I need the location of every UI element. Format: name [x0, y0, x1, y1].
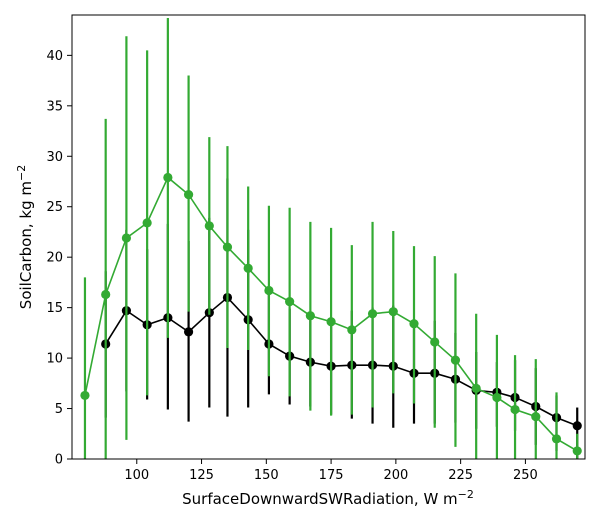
data-point — [264, 285, 274, 296]
x-tick-label: 250 — [513, 468, 538, 483]
x-tick-label: 200 — [383, 468, 408, 483]
y-axis-title: SoilCarbon, kg m−2 — [15, 165, 35, 309]
axes: 100 125 150 175 200 225 250 0 5 10 15 20 25 30 35 40 — [46, 14, 586, 483]
data-point — [430, 337, 440, 347]
x-tick-label: 225 — [448, 468, 473, 483]
y-tick-label: 0 — [55, 453, 63, 468]
series-line — [105, 296, 578, 427]
data-point — [142, 218, 152, 228]
y-tick-label: 35 — [46, 99, 63, 114]
data-point — [367, 309, 378, 319]
data-point — [80, 390, 90, 401]
x-tick-label: 125 — [189, 468, 214, 483]
data-point — [121, 233, 132, 243]
series-1 — [80, 18, 582, 459]
y-tick-label: 15 — [46, 301, 63, 316]
data-point — [183, 190, 194, 200]
y-tick-label: 30 — [46, 150, 63, 165]
x-tick-label: 150 — [254, 468, 279, 483]
data-point — [510, 404, 520, 415]
data-point — [551, 434, 562, 444]
data-point — [101, 289, 111, 300]
data-point — [285, 296, 295, 307]
data-point — [183, 327, 194, 337]
series-group — [80, 18, 582, 459]
x-axis-title: SurfaceDownwardSWRadiation, W m−2 — [182, 488, 474, 508]
y-tick-label: 5 — [55, 402, 63, 417]
x-tick-label: 175 — [319, 468, 344, 483]
x-tick-label: 100 — [124, 468, 149, 483]
data-point — [471, 383, 481, 393]
y-tick-label: 20 — [46, 251, 63, 266]
data-point — [492, 392, 502, 403]
data-point — [163, 172, 173, 183]
y-tick-label: 40 — [46, 49, 63, 64]
y-tick-label: 10 — [46, 352, 63, 367]
plot-area — [80, 18, 582, 459]
data-point — [450, 355, 461, 365]
data-point — [388, 307, 398, 317]
data-point — [326, 317, 336, 327]
data-point — [531, 412, 541, 422]
data-point — [409, 319, 419, 329]
data-point — [572, 446, 582, 456]
data-point — [204, 221, 214, 231]
series-0 — [101, 178, 582, 459]
data-point — [222, 242, 233, 252]
y-tick-label: 25 — [46, 200, 63, 215]
data-point — [347, 325, 357, 335]
data-point — [572, 421, 582, 431]
data-point — [305, 311, 315, 321]
plot-frame — [71, 14, 586, 460]
data-point — [243, 263, 253, 273]
